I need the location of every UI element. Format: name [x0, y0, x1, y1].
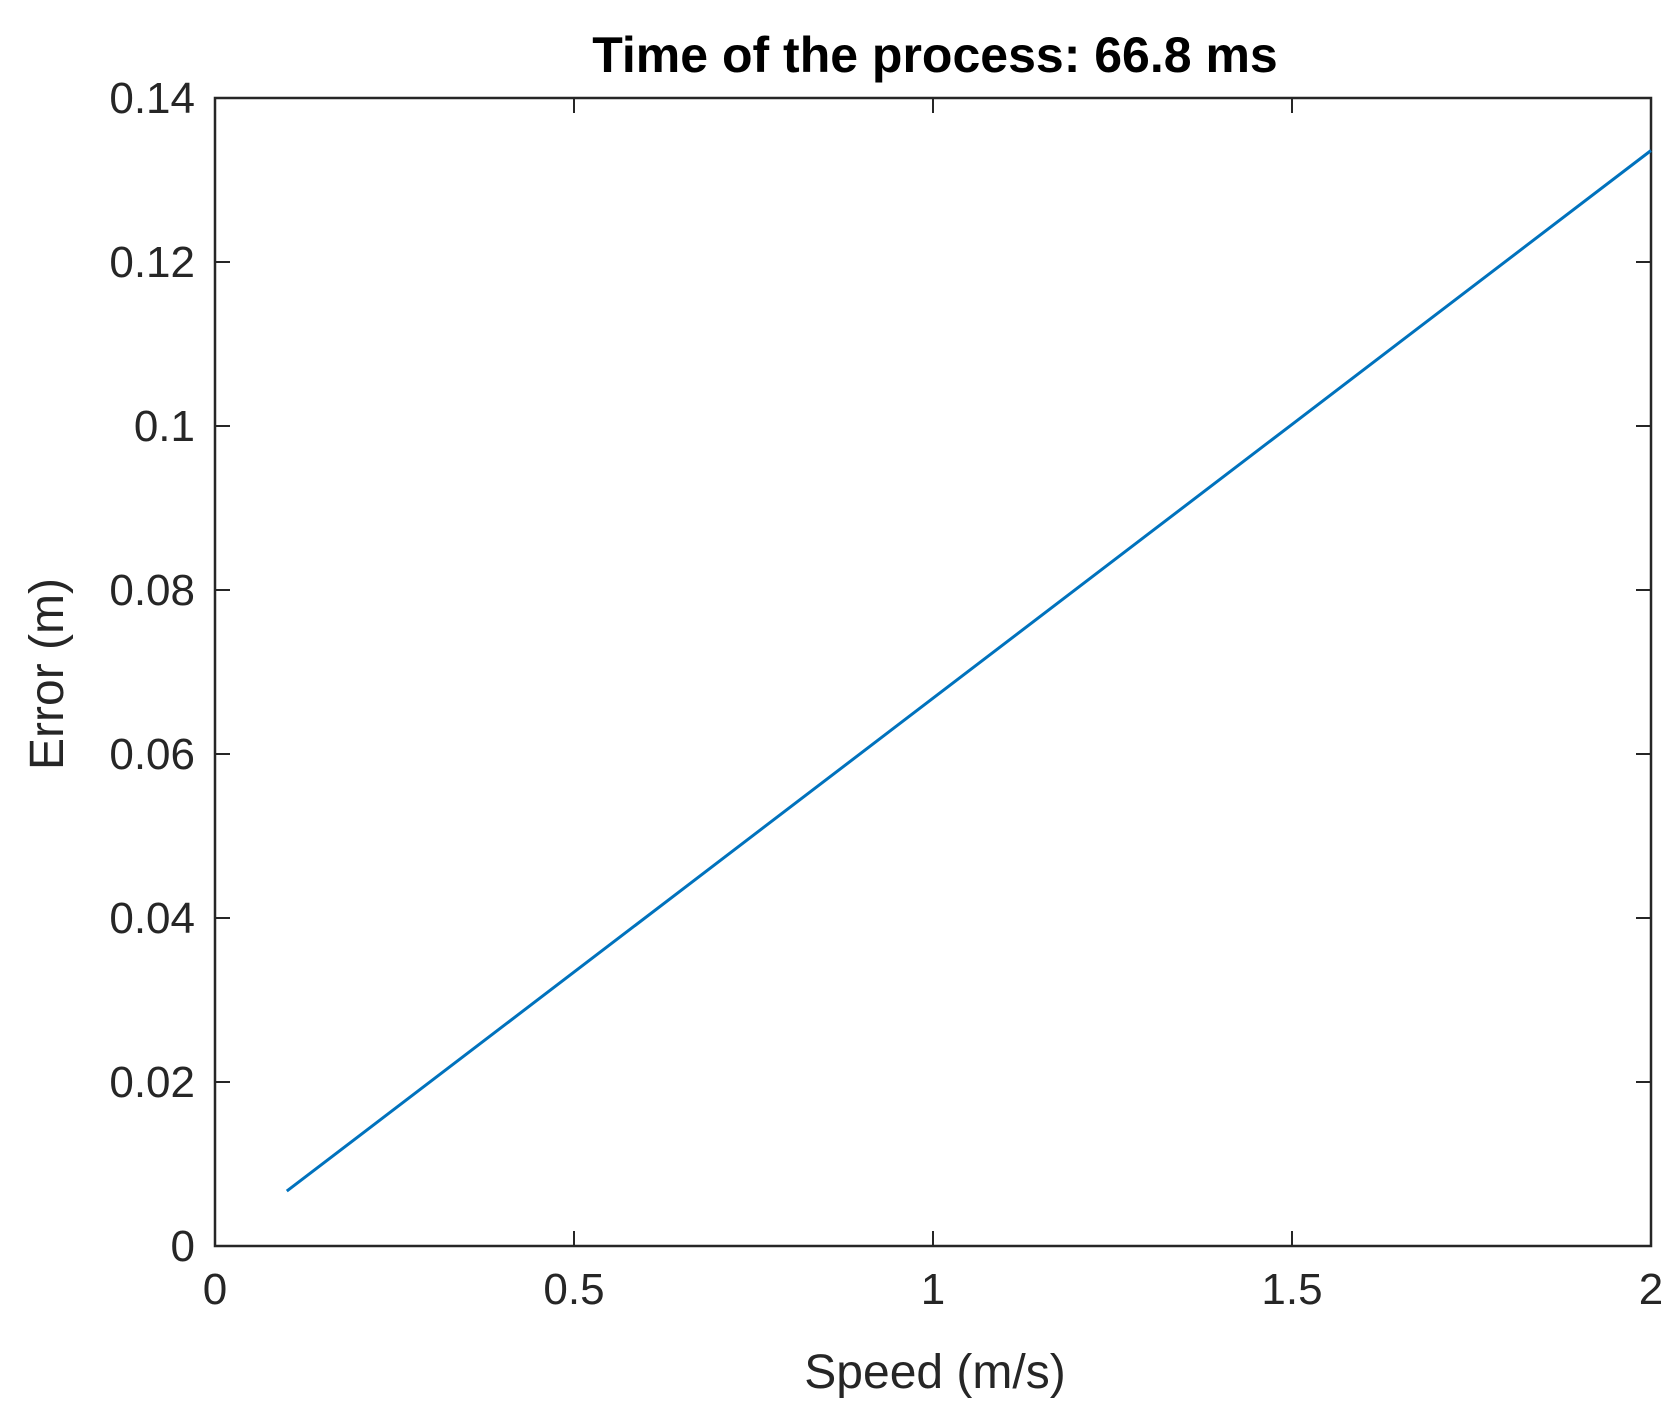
x-tick-label: 2	[1639, 1265, 1663, 1314]
y-axis-label: Error (m)	[21, 578, 74, 770]
y-tick-label: 0	[171, 1222, 195, 1271]
y-tick-label: 0.08	[109, 566, 195, 615]
x-tick-label: 1.5	[1261, 1265, 1322, 1314]
y-tick-label: 0.04	[109, 894, 195, 943]
series-line-1	[285, 149, 1652, 1193]
plot-area: 0 0.5 1 1.5 2 0 0.02 0.04 0.06 0.08 0.1 0.12 0.14	[109, 74, 1663, 1314]
axes-box	[213, 96, 1653, 1248]
y-tick-label: 0.1	[134, 402, 195, 451]
y-tick-label: 0.06	[109, 730, 195, 779]
y-tick-label: 0.12	[109, 238, 195, 287]
x-axis-label: Speed (m/s)	[804, 1346, 1065, 1399]
y-tick-label: 0.02	[109, 1058, 195, 1107]
x-tick-label: 1	[921, 1265, 945, 1314]
chart-title: Time of the process: 66.8 ms	[592, 27, 1277, 83]
x-tick-label: 0	[203, 1265, 227, 1314]
y-tick-label: 0.14	[109, 74, 195, 123]
x-tick-label: 0.5	[543, 1265, 604, 1314]
